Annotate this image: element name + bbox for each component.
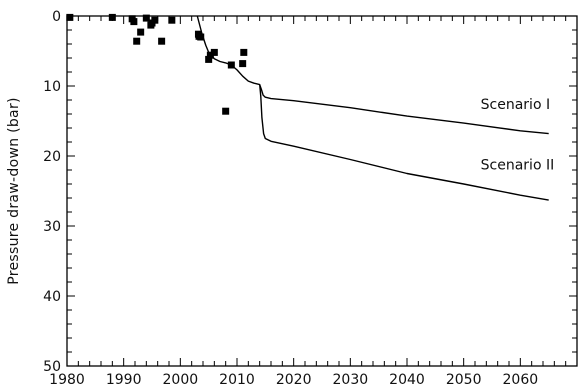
x-tick-label: 2040 [389,372,425,387]
x-tick-label: 2000 [163,372,199,387]
observation-point [133,37,141,45]
observation-point [195,32,203,40]
x-tick-label: 2030 [333,372,369,387]
observation-point [205,55,213,63]
observation-point [151,16,159,24]
observation-point [137,28,145,36]
observation-point [108,13,116,21]
plot-frame [66,15,578,367]
observation-points [66,13,248,115]
scenario-line-2 [259,84,549,201]
x-tick-label: 2050 [446,372,482,387]
axis-ticks [66,15,578,367]
y-tick-label: 30 [43,219,61,235]
scenario-annotations: Scenario I Scenario II [481,97,555,173]
x-tick-labels: 1980 1990 2000 2010 2020 2030 2040 2050 2060 [49,372,538,387]
scenario-label-2: Scenario II [481,157,555,173]
observation-point [158,37,166,45]
observation-point [130,18,138,26]
x-tick-label: 1980 [49,372,85,387]
y-tick-labels: 0 10 20 30 40 50 [43,9,61,375]
x-tick-label: 2010 [219,372,255,387]
observation-point [168,16,176,24]
scenario-line-1 [196,15,549,135]
y-tick-label: 20 [43,149,61,165]
observation-point [210,48,218,56]
y-tick-label: 40 [43,289,61,305]
observation-point [227,61,235,69]
x-tick-label: 1990 [106,372,142,387]
observation-point [222,107,230,115]
scenario-label-1: Scenario I [481,97,550,113]
y-axis-title: Pressure draw-down (bar) [6,97,22,285]
y-tick-label: 50 [43,359,61,375]
y-tick-label: 0 [52,9,61,25]
observation-point [240,48,248,56]
observation-point [142,14,150,22]
x-tick-label: 2020 [276,372,312,387]
observation-point [206,51,214,59]
x-tick-label: 2060 [503,372,539,387]
observation-point [66,13,74,21]
y-tick-label: 10 [43,79,61,95]
observation-point [239,60,247,68]
